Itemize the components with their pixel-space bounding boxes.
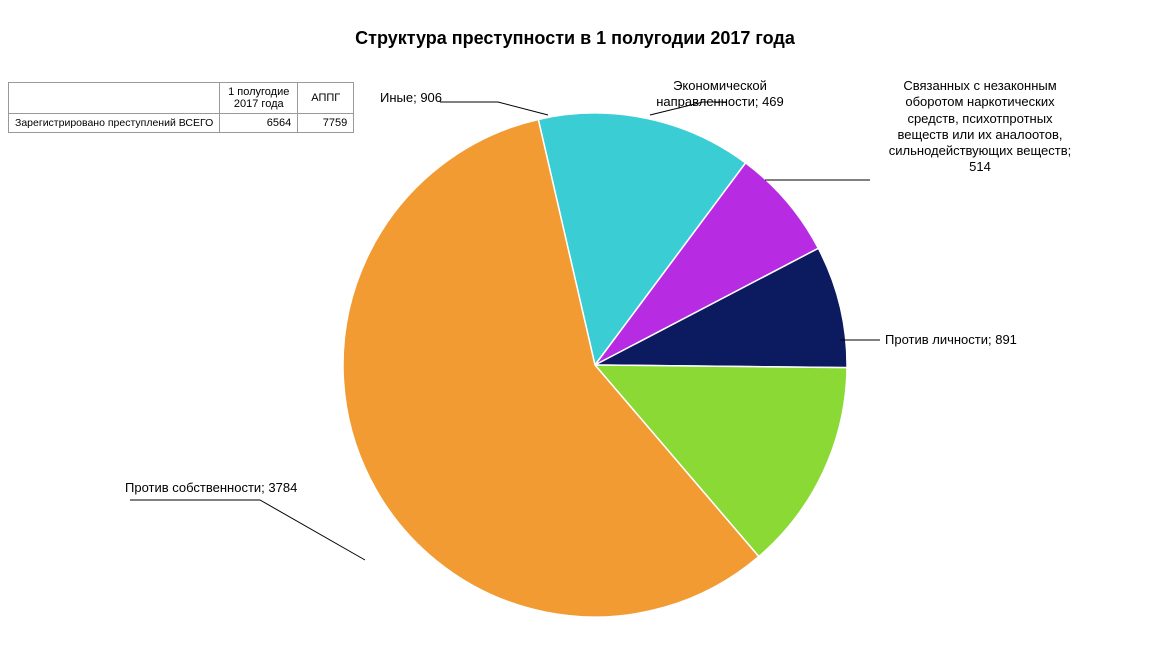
slice-label-property: Против собственности; 3784 <box>125 480 297 496</box>
leader-4 <box>130 500 365 560</box>
label-line: оборотом наркотических <box>905 94 1054 109</box>
label-line: направленности; 469 <box>656 94 784 109</box>
slice-label-economic: Экономической направленности; 469 <box>620 78 820 111</box>
label-line: средств, психотпротных <box>907 111 1052 126</box>
slice-label-drugs: Связанных с незаконным оборотом наркотич… <box>875 78 1085 176</box>
label-line: Экономической <box>673 78 767 93</box>
slice-label-other: Иные; 906 <box>380 90 442 106</box>
label-line: веществ или их аналоотов, <box>898 127 1063 142</box>
label-line: 514 <box>969 159 991 174</box>
chart-title: Структура преступности в 1 полугодии 201… <box>0 0 1150 49</box>
label-line: Связанных с незаконным <box>903 78 1056 93</box>
slice-label-personal: Против личности; 891 <box>885 332 1017 348</box>
chart-area: Иные; 906 Экономической направленности; … <box>0 60 1150 650</box>
pie-chart <box>340 90 850 640</box>
label-line: сильнодействующих веществ; <box>889 143 1071 158</box>
